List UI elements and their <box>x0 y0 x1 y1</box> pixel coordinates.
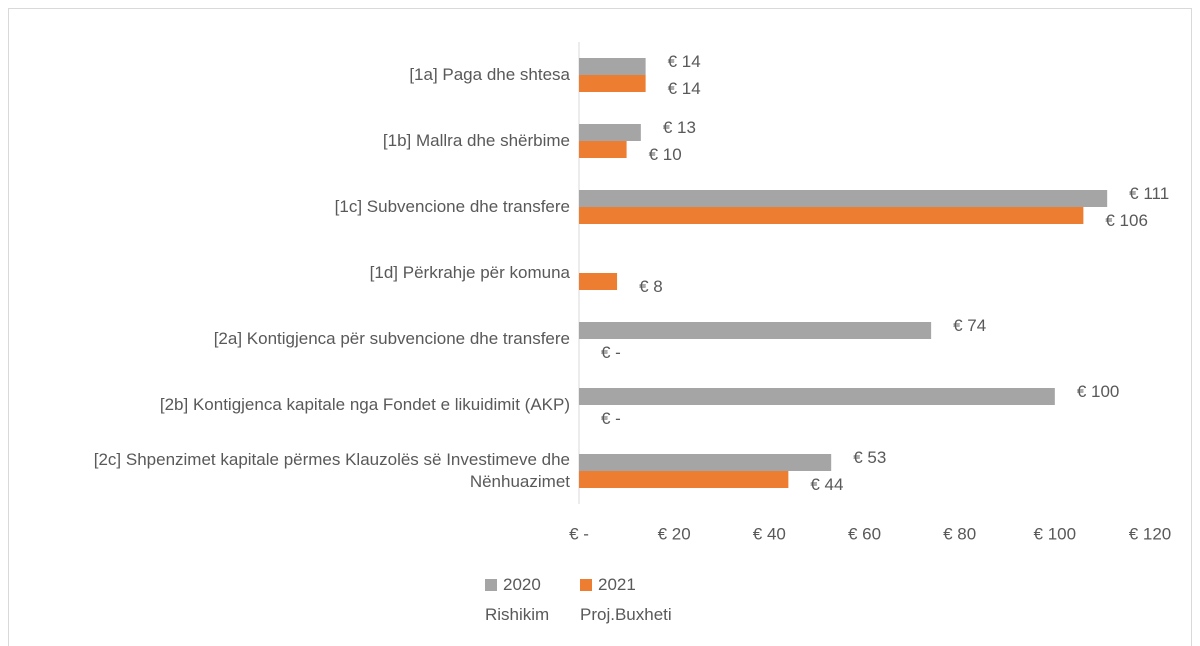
data-label: € 10 <box>649 145 682 164</box>
bar <box>579 471 789 488</box>
data-label: € 74 <box>953 316 986 335</box>
x-tick-label: € 60 <box>848 524 881 543</box>
x-tick-label: € 80 <box>943 524 976 543</box>
legend-label: 2020 Rishikim <box>485 575 550 624</box>
data-label: € 14 <box>668 52 701 71</box>
data-label: € 13 <box>663 118 696 137</box>
bar <box>579 190 1108 207</box>
bar <box>579 388 1055 405</box>
y-tick-label: [1b] Mallra dhe shërbime <box>382 131 570 150</box>
y-tick-label: [2c] Shpenzimet kapitale përmes Klauzolë… <box>93 450 570 491</box>
legend-swatch <box>580 579 592 591</box>
data-label: € 100 <box>1077 382 1120 401</box>
data-label: € - <box>601 409 621 428</box>
y-tick-label: [2a] Kontigjenca për subvencione dhe tra… <box>213 329 570 348</box>
bar <box>579 58 646 75</box>
bar <box>579 141 627 158</box>
frame <box>8 8 1192 646</box>
bar <box>579 273 618 290</box>
bar <box>579 124 641 141</box>
x-tick-label: € 120 <box>1129 524 1172 543</box>
legend-entry: 2020 Rishikim <box>485 570 585 630</box>
data-label: € 44 <box>810 475 843 494</box>
data-label: € 106 <box>1105 211 1148 230</box>
x-tick-label: € 40 <box>753 524 786 543</box>
y-tick-label: [1a] Paga dhe shtesa <box>409 65 570 84</box>
data-label: € 53 <box>853 448 886 467</box>
y-tick-label: [1c] Subvencione dhe transfere <box>334 197 570 216</box>
x-tick-label: € 20 <box>658 524 691 543</box>
legend-swatch <box>485 579 497 591</box>
data-label: € - <box>601 343 621 362</box>
bar <box>579 322 932 339</box>
bar <box>579 75 646 92</box>
y-tick-label: [1d] Përkrahje për komuna <box>369 263 570 282</box>
data-label: € 111 <box>1129 184 1169 203</box>
bar <box>579 454 832 471</box>
data-label: € 8 <box>639 277 663 296</box>
legend-entry: 2021 Proj.Buxheti <box>580 570 680 630</box>
legend-label: 2021 Proj.Buxheti <box>580 575 672 624</box>
x-tick-label: € - <box>569 524 589 543</box>
x-tick-label: € 100 <box>1034 524 1077 543</box>
y-tick-label: [2b] Kontigjenca kapitale nga Fondet e l… <box>159 395 570 414</box>
bar <box>579 207 1084 224</box>
data-label: € 14 <box>668 79 701 98</box>
